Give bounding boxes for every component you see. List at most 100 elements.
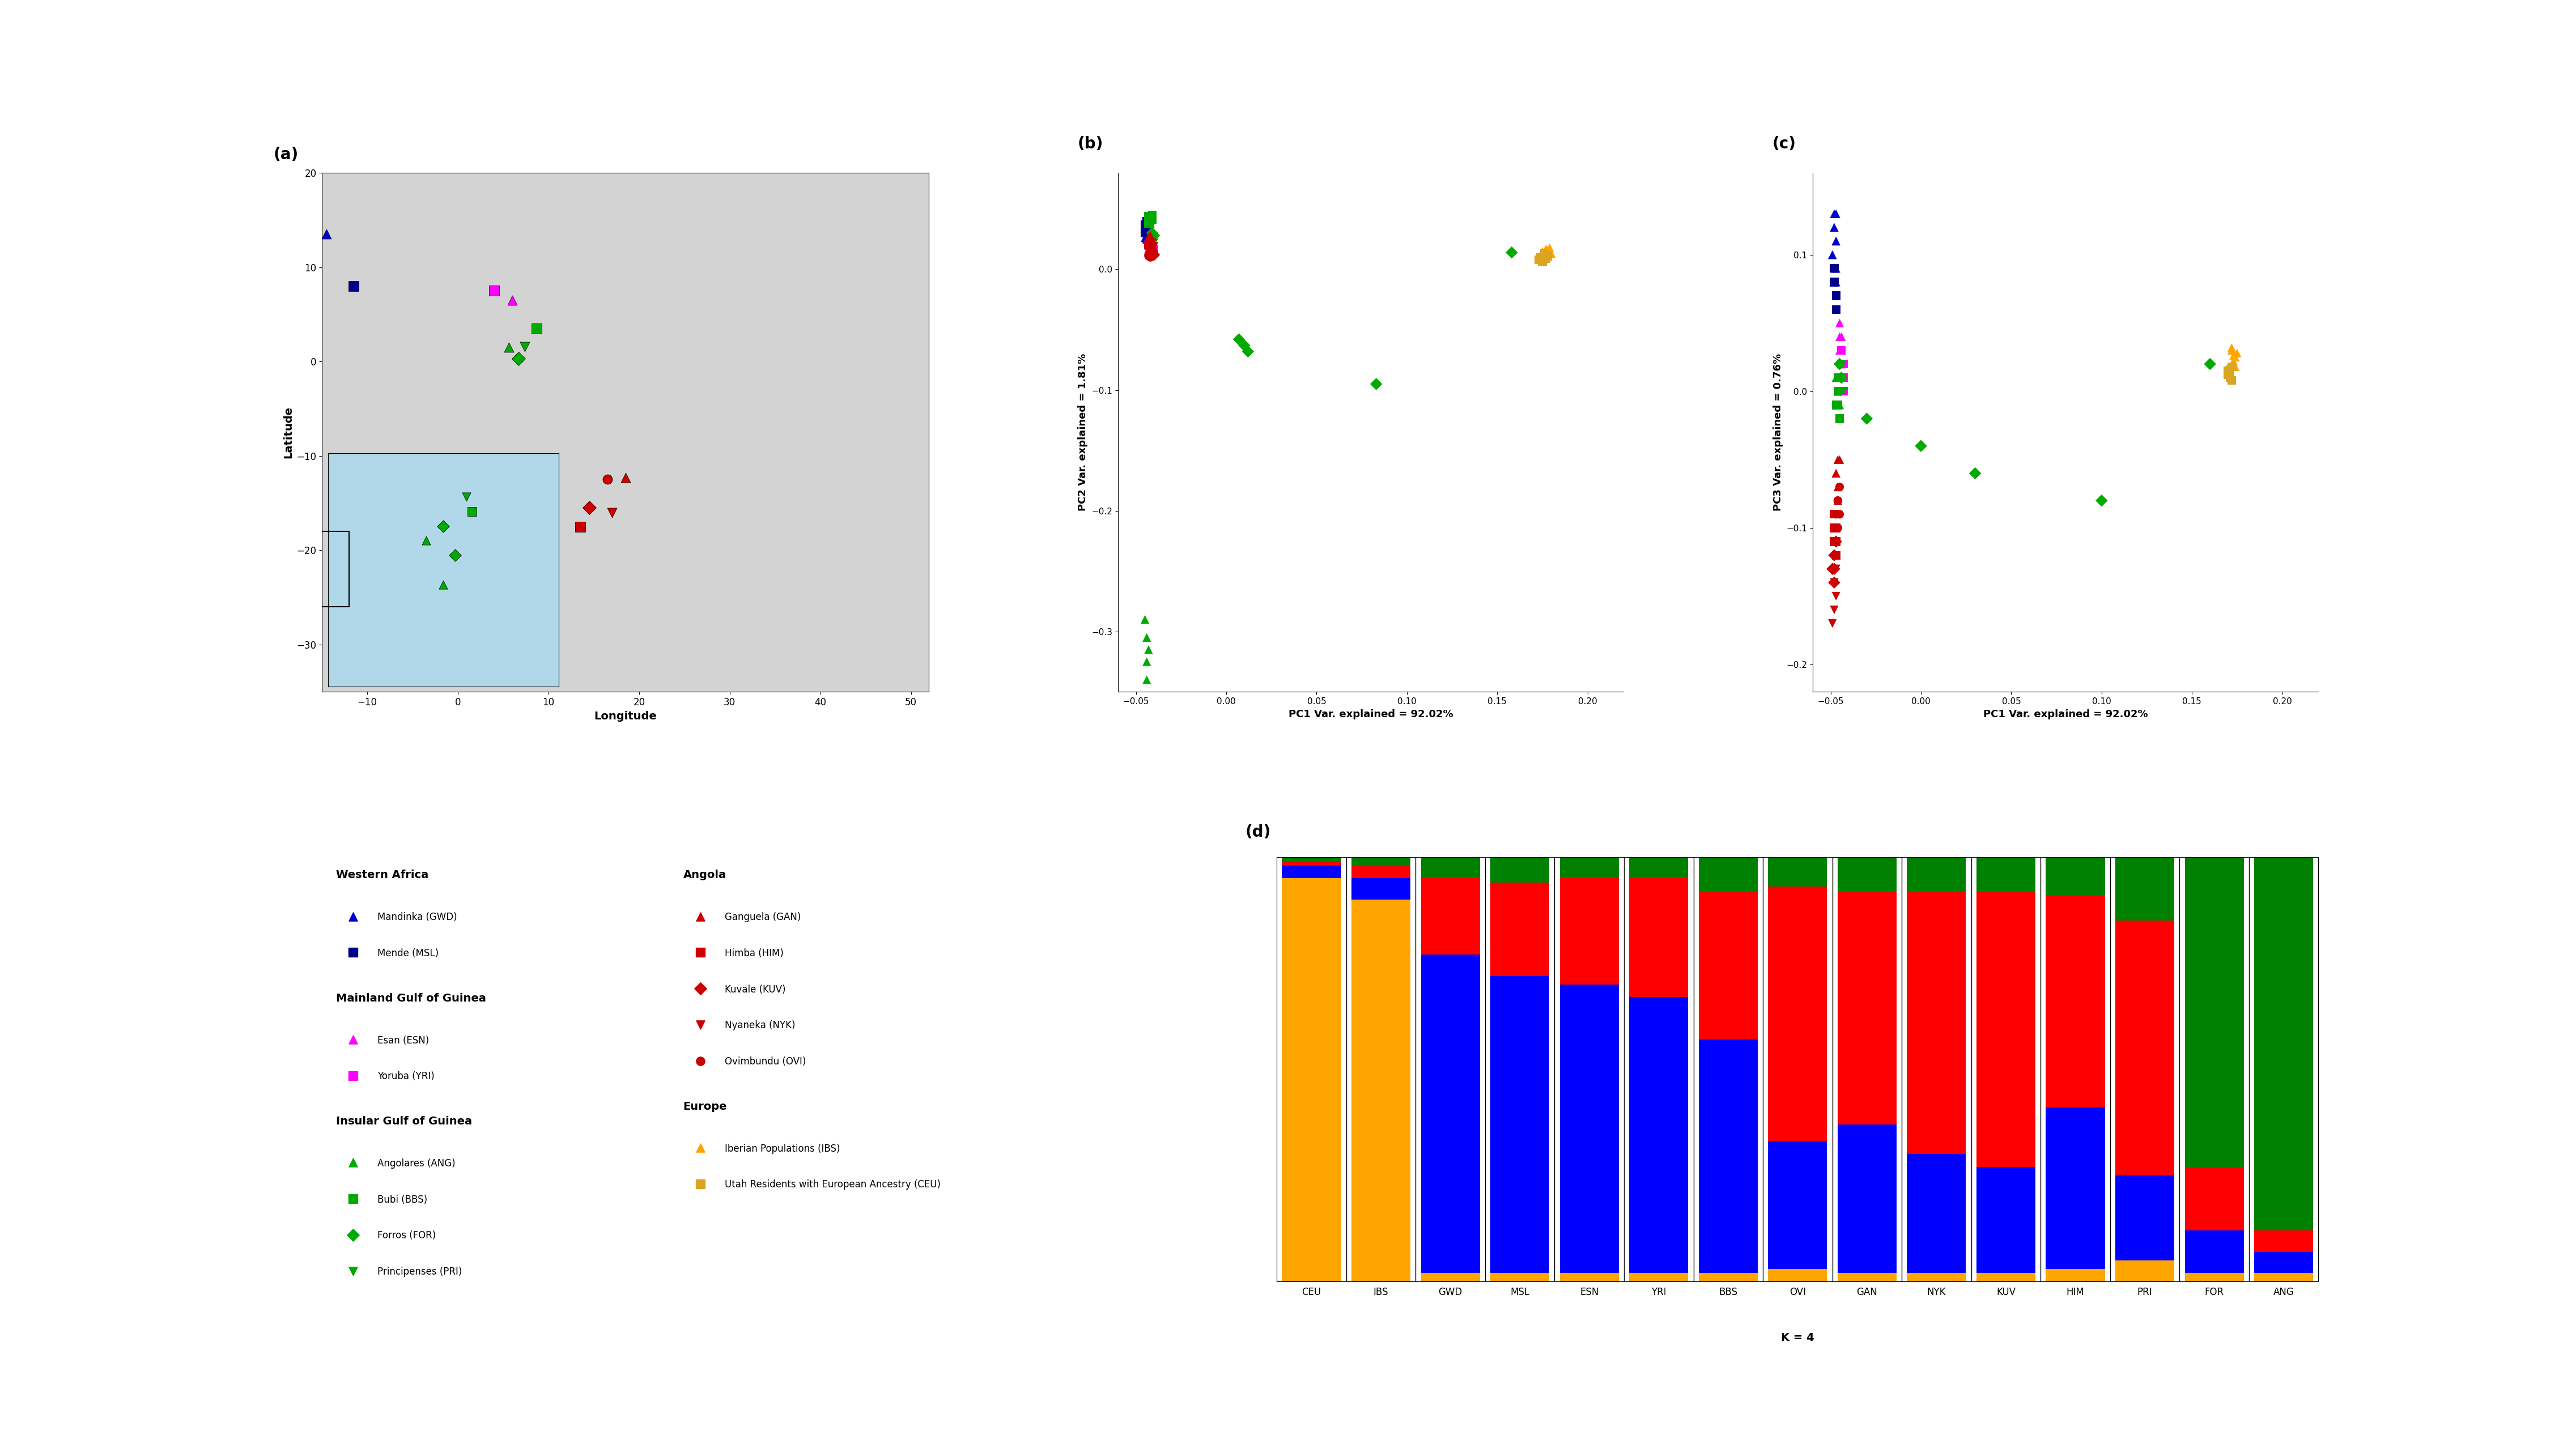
Point [1126,222,1167,245]
Point [1131,235,1172,258]
Bar [1976,857,2035,891]
Text: Esan (ESN): Esan (ESN) [379,1035,430,1045]
Point [1131,242,1172,265]
Bar [1767,1142,1826,1269]
Point [1218,328,1260,351]
Point [1226,340,1267,363]
Bar [1767,1269,1826,1282]
Point [487,336,528,359]
Point [1816,585,1857,608]
Point [1811,612,1852,635]
X-axis label: Longitude: Longitude [595,711,657,721]
Point [1821,366,1862,389]
Text: Kuvale (KUV): Kuvale (KUV) [724,985,786,995]
Point [1133,243,1175,266]
Point [1131,210,1172,233]
Point [1126,225,1167,248]
Point [1126,216,1167,239]
Bar [1352,857,1412,865]
Point [1821,353,1862,376]
Point [1819,503,1860,526]
Point [1131,238,1172,261]
Point [1821,366,1862,389]
Point [1816,517,1857,540]
Point [1131,232,1172,255]
Bar [2254,857,2313,1231]
Point [1128,225,1170,248]
Bar [2115,920,2174,1175]
Text: K = 4: K = 4 [1780,1332,1814,1344]
Point [1816,380,1857,403]
Point [1131,229,1172,252]
Point [2208,360,2249,383]
Bar [2254,1251,2313,1273]
Point [1123,608,1164,631]
Point [1131,207,1172,230]
Point [1528,245,1569,268]
Point [2208,360,2249,383]
Point [2210,338,2251,361]
Bar [2045,1107,2105,1269]
Point [1126,228,1167,251]
Text: Insular Gulf of Guinea: Insular Gulf of Guinea [335,1116,471,1126]
Point [1814,271,1855,294]
Point [2213,350,2254,373]
Point [1131,222,1172,245]
Point [2213,344,2254,367]
Point [1814,572,1855,595]
Bar [1492,1273,1548,1282]
Bar [2115,857,2174,920]
Text: Yoruba (YRI): Yoruba (YRI) [379,1071,435,1081]
Point [1133,225,1175,248]
Point [1126,668,1167,691]
Point [1530,242,1571,265]
Point [1492,240,1533,264]
Point [1816,380,1857,403]
Bar [1837,891,1896,1125]
Bar [1422,1273,1481,1282]
Point [1816,271,1857,294]
Point [1522,249,1564,272]
X-axis label: PC1 Var. explained = 92.02%: PC1 Var. explained = 92.02% [1984,708,2148,719]
Bar [1976,1166,2035,1273]
Bar [1628,996,1687,1273]
Point [1131,203,1172,226]
Text: Angola: Angola [683,870,726,880]
Point [1133,239,1175,262]
Point [1128,220,1170,243]
Bar [1767,857,1826,887]
Bar [1767,887,1826,1142]
Point [1517,248,1558,271]
Point [1131,239,1172,262]
Point [1131,209,1172,232]
Point [1128,245,1170,268]
Bar [1698,1273,1757,1282]
Bar [1906,1273,1965,1282]
Point [1131,236,1172,259]
Point [1133,242,1175,265]
Point [2210,364,2251,387]
Point [1821,353,1862,376]
Text: Europe: Europe [683,1102,726,1112]
Bar [2045,896,2105,1107]
Point [2215,356,2257,379]
Bar [1561,1273,1618,1282]
Bar [2184,1231,2244,1273]
Point [492,288,533,311]
Point [1814,517,1855,540]
Point [1824,380,1865,403]
Point [1131,236,1172,259]
Point [1123,213,1164,236]
Point [1520,246,1561,269]
Point [1131,240,1172,264]
Bar [1698,857,1757,891]
Point [1824,380,1865,403]
Point [569,497,611,520]
Point [1816,393,1857,416]
Point [1816,366,1857,389]
Point [1814,216,1855,239]
Point [1131,232,1172,255]
Bar [2254,1273,2313,1282]
Point [505,336,546,359]
Point [1819,325,1860,348]
